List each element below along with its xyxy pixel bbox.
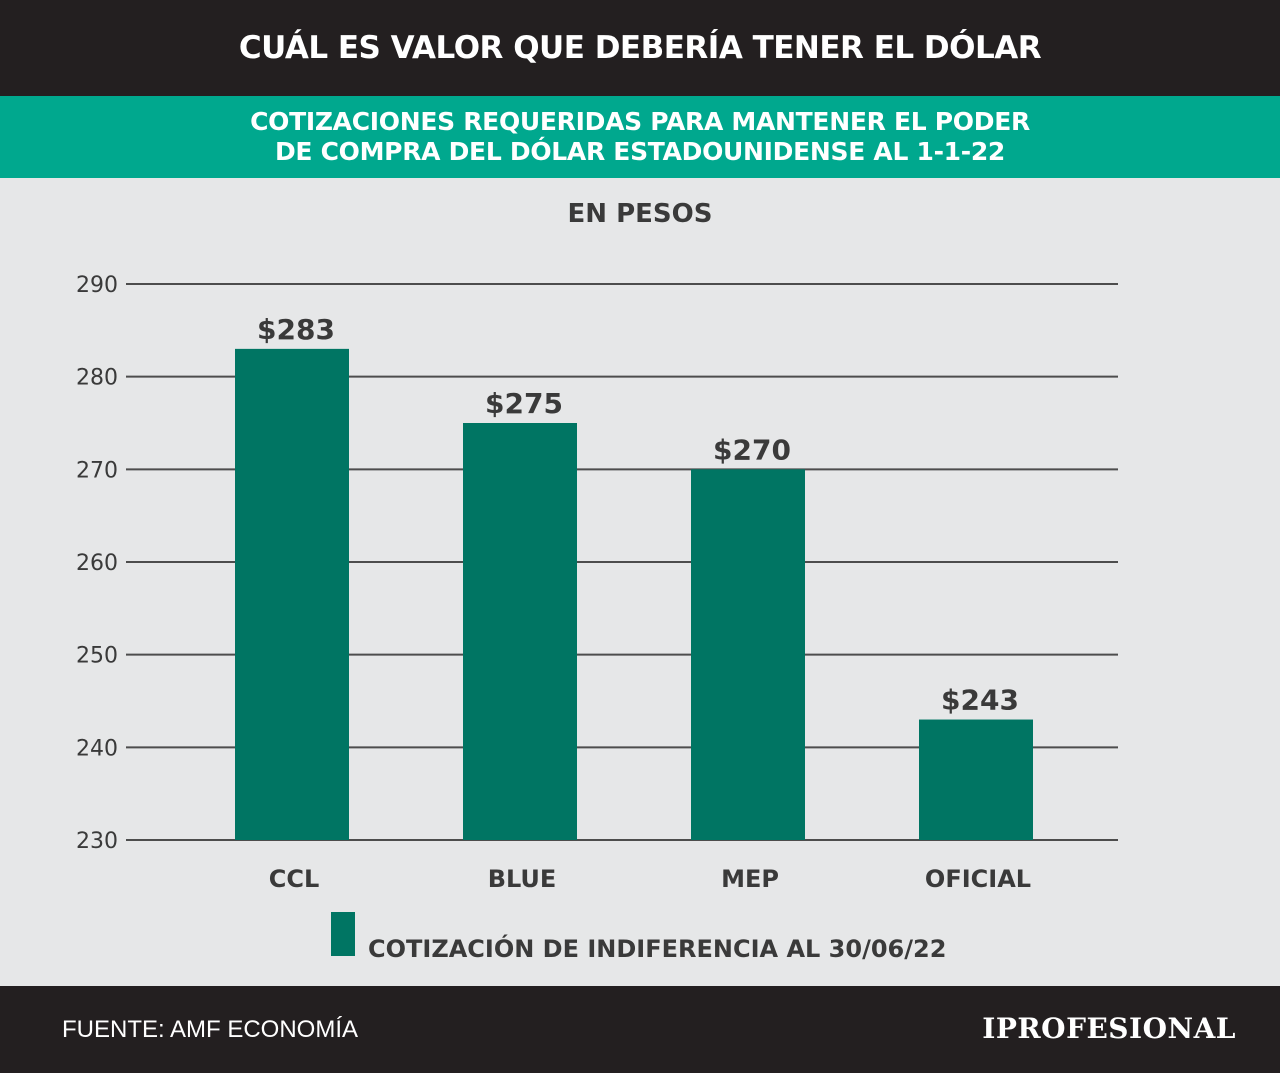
subtitle-line-2: DE COMPRA DEL DÓLAR ESTADOUNIDENSE AL 1-… [274,137,1006,166]
y-tick-label: 260 [76,551,118,576]
subtitle-line-1: COTIZACIONES REQUERIDAS PARA MANTENER EL… [250,107,1030,136]
legend-swatch [331,912,355,956]
x-tick-label: MEP [721,865,779,893]
header-bar: CUÁL ES VALOR QUE DEBERÍA TENER EL DÓLAR [0,0,1280,96]
y-tick-label: 280 [76,366,118,391]
main-title: CUÁL ES VALOR QUE DEBERÍA TENER EL DÓLAR [238,30,1042,66]
data-label: $243 [941,684,1019,717]
chart-area: EN PESOS 290 280 270 260 250 240 230 $283 CCL $275… [0,178,1280,986]
bar-chart: EN PESOS 290 280 270 260 250 240 230 $283 CCL $275… [76,199,1118,963]
footer-bar: FUENTE: AMF ECONOMÍA IPROFESIONAL [0,986,1280,1073]
bar [235,348,349,840]
bar [691,469,805,840]
y-tick-label: 240 [76,736,118,761]
legend-label: COTIZACIÓN DE INDIFERENCIA AL 30/06/22 [368,933,946,963]
bar [463,423,577,840]
brand-logo: IPROFESIONAL [982,1012,1236,1045]
bar [919,719,1033,840]
y-tick-label: 270 [76,458,118,483]
source-credit: FUENTE: AMF ECONOMÍA [62,1016,359,1043]
chart-title: EN PESOS [568,199,713,229]
x-tick-label: BLUE [488,865,557,893]
y-tick-label: 250 [76,644,118,669]
data-label: $270 [713,433,791,466]
x-tick-label: OFICIAL [925,865,1031,893]
y-tick-label: 230 [76,829,118,854]
x-tick-label: CCL [269,865,320,893]
data-label: $283 [257,313,335,346]
data-label: $275 [485,387,563,420]
subheader-bar: COTIZACIONES REQUERIDAS PARA MANTENER EL… [0,96,1280,178]
y-tick-label: 290 [76,273,118,298]
